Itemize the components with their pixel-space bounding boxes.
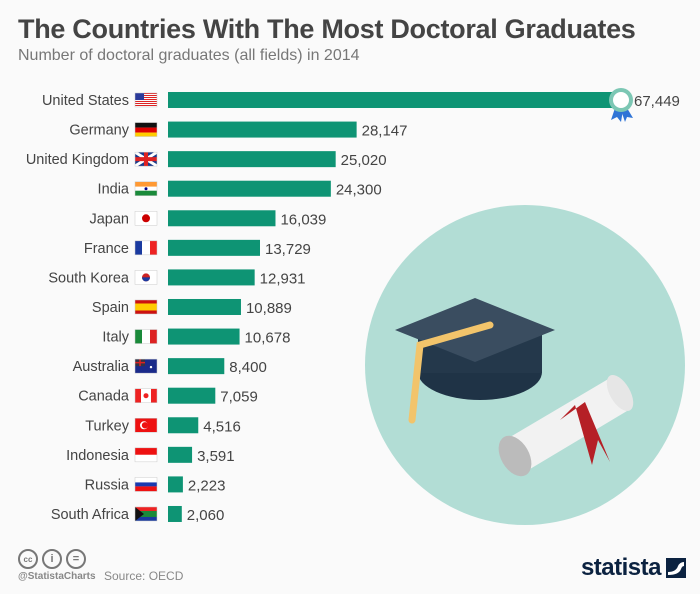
flag-icon [134,92,158,108]
flag-icon [134,477,158,492]
value-label: 10,889 [246,300,292,317]
diploma-icon [498,374,634,477]
category-label: South Africa [51,507,130,523]
category-label: India [98,182,130,198]
flag-icon [134,506,158,522]
flag-icon [134,150,158,168]
chart-subtitle: Number of doctoral graduates (all fields… [18,47,360,64]
statista-logo[interactable]: statista [581,554,686,582]
no-derivatives-icon: = [66,549,86,569]
bar [168,151,336,168]
illustration [365,205,685,525]
value-label: 24,300 [336,182,382,199]
category-label: Indonesia [66,448,130,464]
category-label: Canada [78,389,130,405]
bar [168,387,216,404]
license-icons: cc i = [18,549,86,569]
category-label: France [84,241,129,257]
bar [168,269,255,286]
value-label: 4,516 [203,418,241,435]
value-label: 16,039 [280,211,326,228]
category-label: South Korea [48,270,130,286]
flag-icon [134,181,158,196]
footer-handle[interactable]: @StatistaCharts [18,571,96,582]
statista-logo-icon [666,558,686,578]
chart-title: The Countries With The Most Doctoral Gra… [18,14,636,44]
bar [168,476,183,493]
category-label: Australia [73,359,130,375]
flag-icon [134,418,158,433]
cc-icon: cc [18,549,38,569]
bar [168,298,241,315]
footer-source: Source: OECD [104,569,184,583]
flag-icon [134,329,158,344]
value-label: 67,449 [634,93,680,110]
bar [168,505,182,522]
flag-icon [134,240,158,256]
value-label: 2,060 [187,507,225,524]
value-label: 28,147 [362,123,408,140]
flag-icon [134,270,158,285]
value-label: 3,591 [197,448,235,465]
category-label: Russia [85,477,130,493]
flag-icon [134,299,158,315]
bar-chart: United States 67,449 Germany 28,147 United K… [26,88,685,525]
bar [168,121,357,138]
attribution-icon: i [42,549,62,569]
bar [168,239,261,256]
rosette-icon [609,88,633,122]
category-label: United Kingdom [26,152,129,168]
value-label: 8,400 [229,359,267,376]
flag-icon [134,447,158,463]
bar [168,92,620,108]
value-label: 10,678 [245,330,291,347]
bar [168,358,225,375]
category-label: Turkey [85,418,130,434]
category-label: Japan [89,211,129,227]
value-label: 25,020 [341,152,387,169]
graduation-cap-icon [395,298,555,424]
category-label: United States [42,93,129,109]
bar [168,328,240,345]
value-label: 7,059 [220,389,258,406]
value-label: 12,931 [260,270,306,287]
flag-icon [134,358,158,374]
bar [168,180,331,197]
category-label: Germany [69,123,129,139]
flag-icon [134,388,158,403]
bar [168,417,199,434]
flag-icon [134,122,158,137]
category-label: Italy [102,330,129,346]
bar [168,210,276,227]
value-label: 13,729 [265,241,311,258]
flag-icon [134,211,158,226]
brand-text: statista [580,554,662,581]
category-label: Spain [92,300,129,316]
bar [168,446,193,463]
value-label: 2,223 [188,477,226,494]
